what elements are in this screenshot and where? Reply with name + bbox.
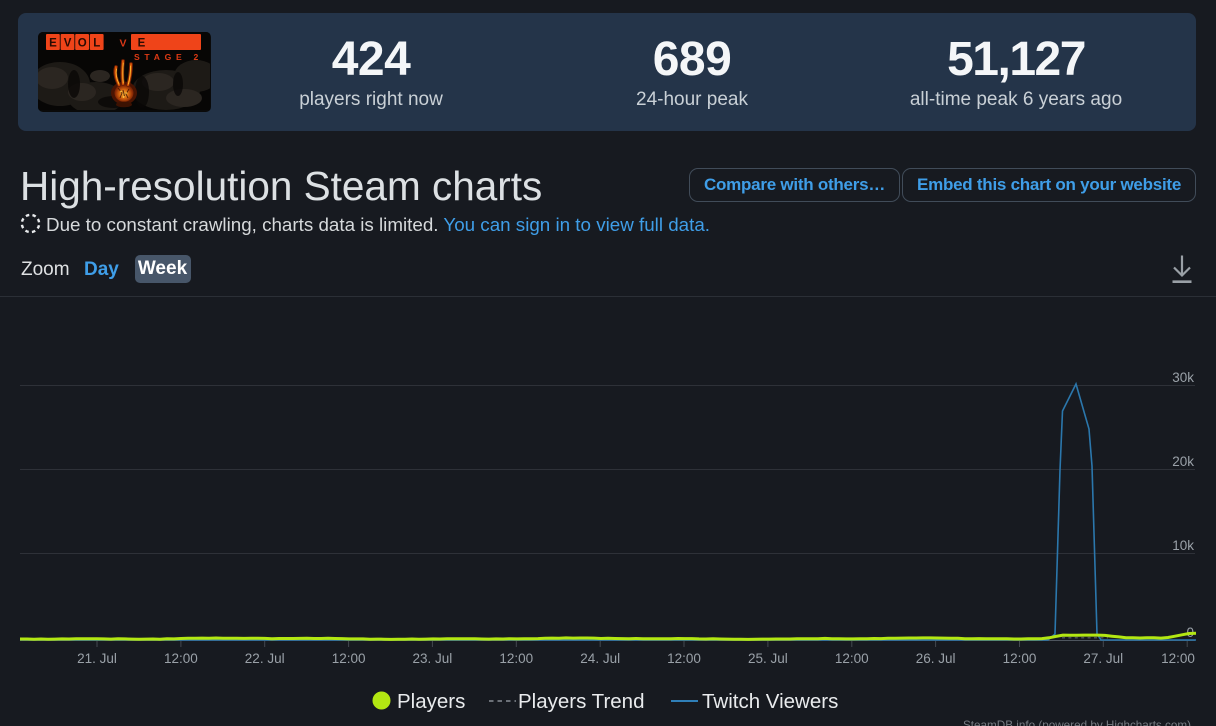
svg-text:V: V [64,38,72,50]
svg-text:12:00: 12:00 [1161,651,1195,666]
svg-text:12:00: 12:00 [835,651,869,666]
svg-text:SteamDB.info (powered by Highc: SteamDB.info (powered by Highcharts.com) [963,719,1191,726]
svg-text:22. Jul: 22. Jul [245,651,285,666]
svg-text:Players: Players [397,690,465,713]
svg-text:27. Jul: 27. Jul [1083,651,1123,666]
svg-text:20k: 20k [1172,454,1194,469]
svg-text:12:00: 12:00 [499,651,533,666]
svg-text:30k: 30k [1172,370,1194,385]
svg-text:24. Jul: 24. Jul [580,651,620,666]
svg-text:Twitch Viewers: Twitch Viewers [702,690,838,713]
svg-text:12:00: 12:00 [332,651,366,666]
svg-text:25. Jul: 25. Jul [748,651,788,666]
svg-text:Players Trend: Players Trend [518,690,644,713]
svg-text:23. Jul: 23. Jul [413,651,453,666]
svg-text:O: O [78,38,87,50]
svg-text:STAGE 2: STAGE 2 [134,52,203,62]
svg-text:10k: 10k [1172,538,1194,553]
svg-text:E: E [138,38,146,50]
svg-text:12:00: 12:00 [164,651,198,666]
svg-text:21. Jul: 21. Jul [77,651,117,666]
svg-text:E: E [49,38,57,50]
svg-text:V: V [119,38,126,50]
svg-text:12:00: 12:00 [1003,651,1037,666]
svg-text:12:00: 12:00 [667,651,701,666]
svg-text:L: L [93,38,100,50]
svg-text:26. Jul: 26. Jul [916,651,956,666]
